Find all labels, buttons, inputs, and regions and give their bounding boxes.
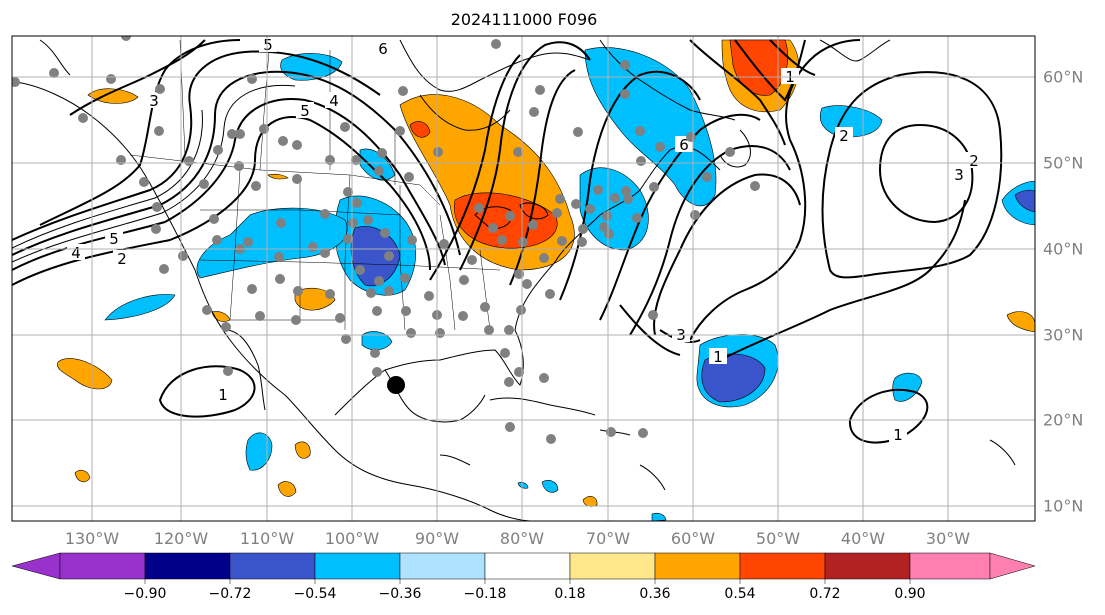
longitude-label: 40°W xyxy=(840,529,886,548)
contour-label: 1 xyxy=(218,386,228,404)
map-title: 2024111000 F096 xyxy=(450,10,598,29)
longitude-label: 130°W xyxy=(64,529,120,548)
colorbar-swatch xyxy=(739,552,826,580)
latitude-label: 50°N xyxy=(1043,153,1084,173)
colorbar-extend-low xyxy=(11,552,61,580)
graticule xyxy=(12,36,1035,521)
colorbar-tick-label: 0.90 xyxy=(894,586,926,602)
colorbar-tick-label: 0.18 xyxy=(554,586,586,602)
latitude-label: 20°N xyxy=(1043,410,1084,430)
colorbar-swatch xyxy=(909,552,991,580)
latitude-label: 60°N xyxy=(1043,67,1084,87)
contour-label: 5 xyxy=(109,230,119,248)
contour-label: 6 xyxy=(679,136,689,154)
colorbar-swatch xyxy=(484,552,571,580)
map-frame xyxy=(11,35,1036,522)
latitude-label: 10°N xyxy=(1043,496,1084,516)
contour-label: 5 xyxy=(300,102,310,120)
contour-label: 4 xyxy=(329,92,339,110)
colorbar-swatch xyxy=(569,552,656,580)
contour-label: 3 xyxy=(149,92,159,110)
longitude-label: 80°W xyxy=(499,529,545,548)
longitude-label: 70°W xyxy=(585,529,631,548)
contour-label: 3 xyxy=(954,166,964,184)
colorbar-swatch xyxy=(229,552,316,580)
contour-label: 2 xyxy=(839,127,849,145)
contour-lines xyxy=(12,39,1003,444)
colorbar-swatch xyxy=(399,552,486,580)
longitude-label: 110°W xyxy=(239,529,295,548)
colorbar-swatch xyxy=(314,552,401,580)
contour-label-group: 5 6 3 5 4 5 4 2 6 2 3 3 1 1 xyxy=(67,36,983,444)
longitude-label: 120°W xyxy=(153,529,209,548)
contour-label: 4 xyxy=(71,244,81,262)
longitude-label: 90°W xyxy=(414,529,460,548)
colorbar-tick-label: −0.18 xyxy=(463,586,507,602)
contour-label: 2 xyxy=(117,250,127,268)
latitude-label: 40°N xyxy=(1043,239,1084,259)
longitude-label: 60°W xyxy=(670,529,716,548)
colorbar-tick-label: −0.72 xyxy=(208,586,252,602)
longitude-label: 50°W xyxy=(755,529,801,548)
storm-center-marker xyxy=(387,376,405,394)
colorbar-tick-label: 0.36 xyxy=(639,586,671,602)
colorbar-tick-label: −0.54 xyxy=(293,586,337,602)
colorbar-extend-high xyxy=(989,552,1036,580)
contour-label: 5 xyxy=(263,36,273,54)
colorbar-tick-label: −0.90 xyxy=(123,586,167,602)
contour-label: 6 xyxy=(378,40,388,58)
contour-label: 2 xyxy=(969,152,979,170)
contour-label: 1 xyxy=(713,348,723,366)
colorbar-swatch xyxy=(824,552,911,580)
colorbar-swatch xyxy=(144,552,231,580)
colorbar-tick-label: −0.36 xyxy=(378,586,422,602)
colorbar-swatch xyxy=(654,552,741,580)
contour-label: 1 xyxy=(893,426,903,444)
latitude-label: 30°N xyxy=(1043,325,1084,345)
longitude-label: 100°W xyxy=(324,529,380,548)
colorbar-tick-label: 0.54 xyxy=(724,586,756,602)
colorbar-tick-label: 0.72 xyxy=(809,586,841,602)
colorbar-swatch xyxy=(59,552,146,580)
longitude-label: 30°W xyxy=(925,529,971,548)
colorbar xyxy=(11,552,1036,584)
